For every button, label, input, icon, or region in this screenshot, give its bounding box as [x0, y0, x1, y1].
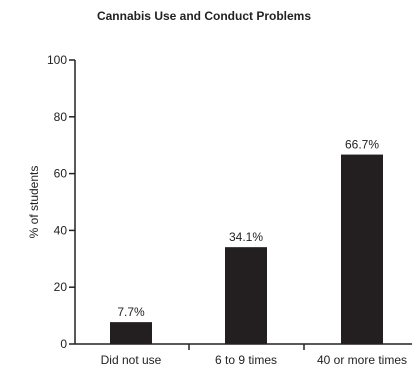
category-labels: Did not use 6 to 9 times 40 or more times	[101, 353, 407, 367]
y-tick-label: 80	[54, 110, 68, 124]
y-tick-label: 100	[47, 53, 67, 67]
y-ticks: 0 20 40 60 80 100	[47, 53, 75, 351]
x-category-label: Did not use	[101, 353, 162, 367]
data-labels: 7.7% 34.1% 66.7%	[117, 138, 379, 320]
y-tick-label: 20	[54, 280, 68, 294]
y-tick-label: 40	[54, 223, 68, 237]
bar-value-label: 7.7%	[117, 305, 145, 319]
y-axis-label: % of students	[27, 166, 41, 239]
bar-value-label: 66.7%	[345, 138, 379, 152]
x-category-label: 40 or more times	[317, 353, 407, 367]
chart-title: Cannabis Use and Conduct Problems	[97, 9, 311, 23]
bars	[110, 154, 383, 350]
y-tick-label: 60	[54, 167, 68, 181]
x-category-label: 6 to 9 times	[215, 353, 277, 367]
bar-value-label: 34.1%	[229, 230, 263, 244]
y-tick-label: 0	[60, 337, 67, 351]
bar	[110, 322, 152, 344]
bar	[341, 154, 383, 344]
bar	[225, 247, 267, 344]
